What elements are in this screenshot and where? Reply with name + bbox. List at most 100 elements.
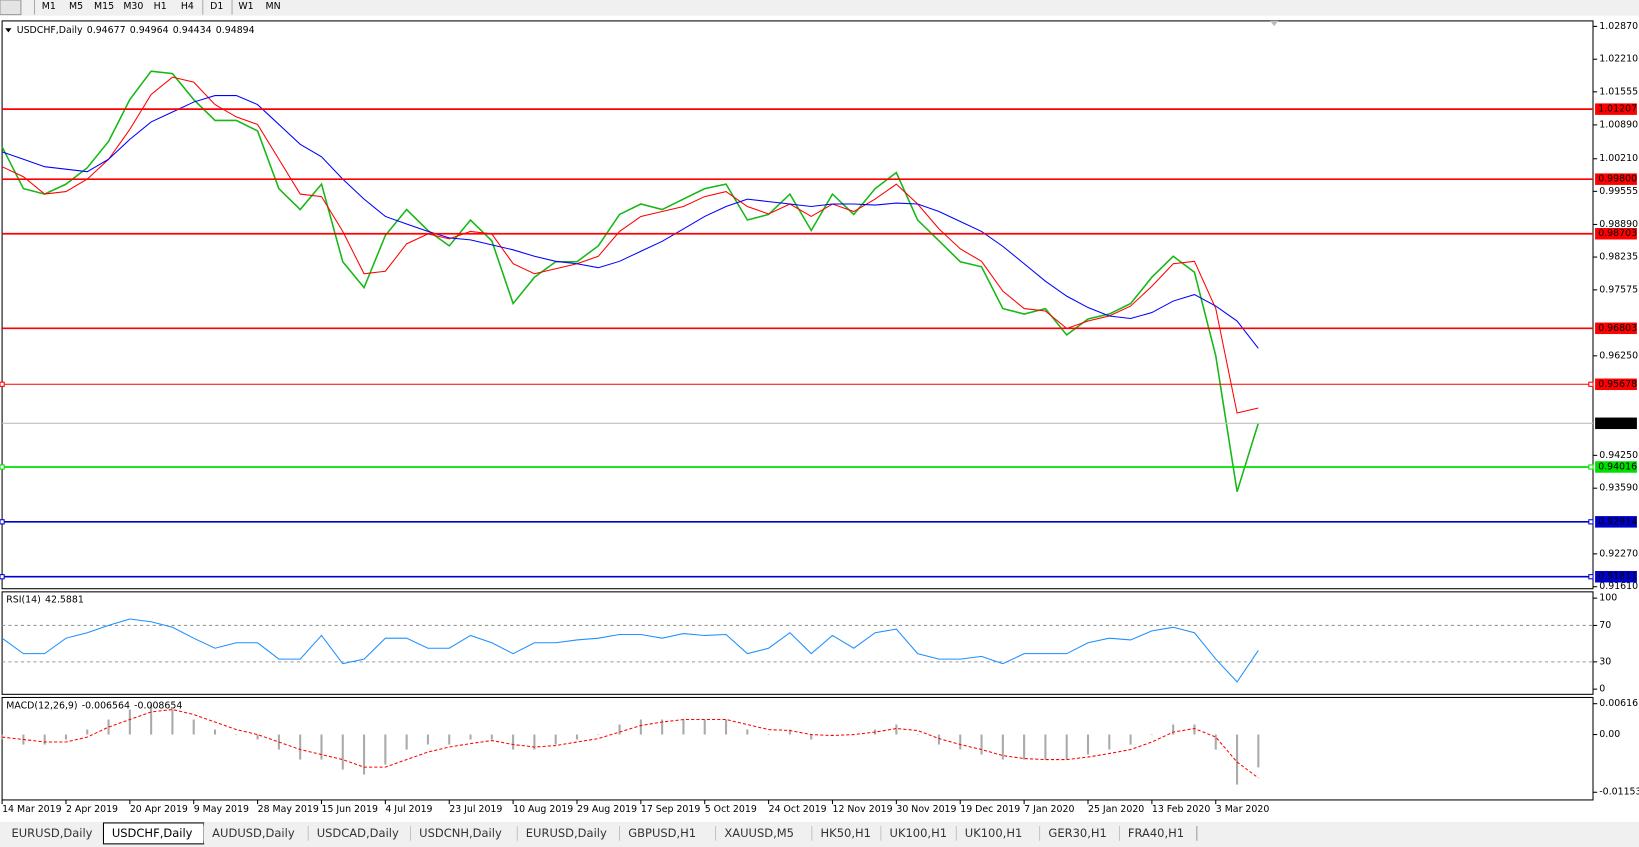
y-tick-label: 0.91610: [1599, 581, 1638, 592]
x-tick-label: 24 Oct 2019: [769, 804, 827, 815]
macd-bar: [1023, 734, 1026, 760]
macd-bar: [639, 719, 642, 735]
macd-bar: [171, 709, 174, 735]
tab[interactable]: [956, 822, 1041, 844]
macd-bar: [1150, 734, 1153, 736]
tab-label[interactable]: AUDUSD,Daily: [212, 826, 295, 840]
tab-label[interactable]: GER30,H1: [1048, 826, 1106, 840]
y-tick-label: 1.00210: [1599, 153, 1638, 164]
tab-label[interactable]: UK100,H1: [890, 826, 948, 840]
macd-bar: [831, 734, 834, 736]
macd-bar: [1193, 724, 1196, 735]
macd-bar: [448, 734, 451, 745]
tab-label[interactable]: XAUUSD,M5: [724, 826, 794, 840]
tab[interactable]: [203, 822, 309, 844]
tab-label[interactable]: FRA40,H1: [1128, 826, 1184, 840]
timeframe-button[interactable]: W1: [238, 1, 253, 12]
x-tick-label: 30 Nov 2019: [896, 804, 956, 815]
macd-bar: [341, 734, 344, 770]
current-price-label: 0.94894: [1598, 418, 1637, 429]
macd-bar: [937, 734, 940, 745]
macd-bar: [150, 704, 153, 735]
timeframe-button[interactable]: M5: [69, 1, 83, 12]
tab[interactable]: [881, 822, 957, 844]
macd-bar: [788, 729, 791, 735]
tab-label[interactable]: EURUSD,Daily: [526, 826, 607, 840]
macd-bar: [235, 734, 238, 736]
macd-bar: [299, 734, 302, 760]
macd-bar: [810, 734, 813, 740]
level-handle: [0, 381, 5, 387]
tab[interactable]: [308, 822, 411, 844]
timeframe-button[interactable]: M30: [123, 1, 143, 12]
y-tick-label: 0: [1599, 684, 1605, 695]
macd-bar: [1236, 734, 1239, 785]
timeframe-button[interactable]: H4: [181, 1, 194, 12]
rsi-line: [1, 618, 1259, 683]
title-arrow[interactable]: [5, 28, 12, 33]
tab-label[interactable]: USDCAD,Daily: [317, 826, 399, 840]
y-tick-label: 0.98890: [1599, 219, 1638, 230]
tab-label[interactable]: UK100,H1: [965, 826, 1023, 840]
tab[interactable]: [410, 822, 518, 844]
y-tick-label: 100: [1599, 593, 1617, 604]
tab[interactable]: [1040, 822, 1120, 844]
x-tick-label: 5 Oct 2019: [705, 804, 757, 815]
x-tick-label: 23 Jul 2019: [449, 804, 502, 815]
header-text: USDCHF,Daily: [17, 25, 83, 36]
header-text: RSI(14): [6, 595, 41, 606]
tab-label[interactable]: EURUSD,Daily: [11, 826, 92, 840]
y-tick-label: 0.92270: [1599, 548, 1638, 559]
timeframe-button[interactable]: M1: [42, 1, 56, 12]
tab[interactable]: [3, 822, 104, 844]
header-text: 0.94894: [216, 25, 255, 36]
level-label-bg: [1595, 228, 1637, 240]
x-tick-label: 9 May 2019: [194, 804, 249, 815]
level-label: 0.91811: [1598, 571, 1637, 582]
toolbar-menu[interactable]: [0, 0, 22, 16]
toolbar: [0, 0, 1639, 16]
macd-bar: [1108, 734, 1111, 750]
macd-bar: [1172, 724, 1175, 735]
macd-bar: [1086, 734, 1090, 755]
level-handle: [0, 519, 5, 525]
tab[interactable]: [517, 822, 620, 844]
x-tick-label: 14 Mar 2019: [2, 804, 62, 815]
header-text: -0.006564: [82, 700, 130, 711]
x-tick-label: 2 Apr 2019: [66, 804, 118, 815]
x-tick-label: 28 May 2019: [258, 804, 319, 815]
timeframe-button[interactable]: MN: [266, 1, 281, 12]
macd-bar: [192, 719, 195, 735]
macd-bar: [107, 719, 110, 735]
timeframe-button[interactable]: H1: [154, 1, 167, 12]
x-tick-label: 17 Sep 2019: [641, 804, 701, 815]
level-label-bg: [1595, 322, 1637, 335]
level-handle: [1588, 574, 1594, 580]
macd-bar: [86, 729, 89, 735]
tab-label[interactable]: USDCNH,Daily: [419, 826, 502, 840]
level-label-bg: [1595, 103, 1637, 115]
tab-label[interactable]: USDCHF,Daily: [112, 826, 193, 840]
macd-bar: [469, 734, 472, 740]
level-label: 0.95678: [1598, 379, 1637, 390]
header-text: 42.5881: [45, 595, 84, 606]
macd-bar: [746, 729, 749, 735]
header-text: 0.94677: [87, 25, 126, 36]
tab[interactable]: [619, 822, 717, 844]
tab[interactable]: [1119, 822, 1197, 844]
tab-label[interactable]: HK50,H1: [821, 826, 871, 840]
macd-bar: [980, 734, 983, 755]
header-text: 0.94964: [130, 25, 169, 36]
y-tick-label: 1.02870: [1599, 21, 1638, 32]
y-tick-label: 0.98235: [1599, 252, 1638, 263]
header-text: 0.94434: [173, 25, 212, 36]
macd-bar: [490, 734, 493, 740]
macd-bar: [1214, 734, 1217, 750]
tab-label[interactable]: GBPUSD,H1: [628, 826, 696, 840]
tab[interactable]: [716, 822, 813, 844]
tab[interactable]: [812, 822, 882, 844]
timeframe-button[interactable]: D1: [210, 1, 223, 12]
timeframe-button[interactable]: M15: [94, 1, 114, 12]
